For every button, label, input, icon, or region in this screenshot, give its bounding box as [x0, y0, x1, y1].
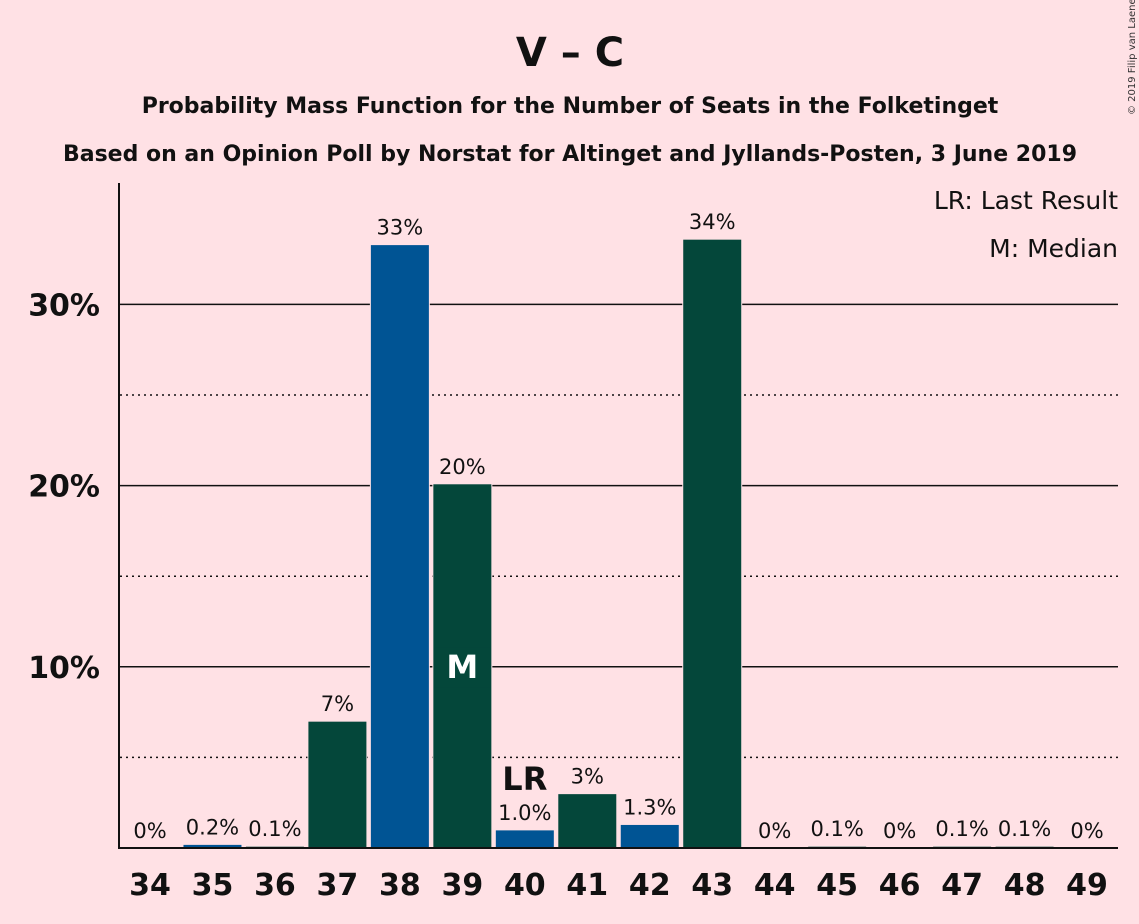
value-label-39: 20% — [439, 455, 486, 479]
value-label-43: 34% — [689, 210, 736, 234]
gridlines — [120, 303, 1118, 759]
bar-42 — [619, 823, 680, 849]
x-tick-41: 41 — [566, 868, 608, 903]
bar-38 — [369, 244, 430, 849]
median-marker: M — [446, 648, 478, 686]
last-result-marker: LR — [502, 760, 547, 798]
value-label-37: 7% — [321, 692, 354, 716]
markers: M LR — [434, 647, 547, 798]
x-tick-37: 37 — [317, 868, 359, 903]
bar-41 — [557, 793, 618, 849]
value-label-36: 0.1% — [248, 817, 301, 841]
value-labels: 0% 0.2% 0.1% 7% 33% 20% 1.0% 3% 1.3% 34% 0% 0.1% 0% 0… — [133, 210, 1103, 843]
x-tick-labels: 34 35 36 37 38 39 40 41 42 43 44 45 46 47 48 49 — [129, 868, 1108, 903]
value-label-45: 0.1% — [810, 817, 863, 841]
value-label-38: 33% — [377, 216, 424, 240]
y-tick-label: 10% — [28, 651, 100, 686]
x-tick-46: 46 — [879, 868, 921, 903]
y-tick-label: 30% — [28, 288, 100, 323]
value-label-48: 0.1% — [998, 817, 1051, 841]
value-label-42: 1.3% — [623, 795, 676, 819]
value-label-41: 3% — [571, 765, 604, 789]
x-tick-40: 40 — [504, 868, 546, 903]
bar-43 — [682, 238, 743, 849]
x-tick-43: 43 — [691, 868, 733, 903]
x-tick-39: 39 — [441, 868, 483, 903]
bar-40 — [494, 829, 555, 849]
legend-median: M: Median — [989, 234, 1118, 263]
x-tick-34: 34 — [129, 868, 171, 903]
median-marker-bg — [434, 647, 491, 688]
x-tick-36: 36 — [254, 868, 296, 903]
x-tick-47: 47 — [941, 868, 983, 903]
value-label-34: 0% — [133, 819, 166, 843]
value-label-46: 0% — [883, 819, 916, 843]
x-tick-48: 48 — [1004, 868, 1046, 903]
x-tick-45: 45 — [816, 868, 858, 903]
x-tick-42: 42 — [629, 868, 671, 903]
y-tick-label: 20% — [28, 470, 100, 505]
value-label-44: 0% — [758, 819, 791, 843]
x-tick-44: 44 — [754, 868, 796, 903]
y-tick-labels: 10% 20% 30% — [28, 288, 100, 685]
x-tick-49: 49 — [1066, 868, 1108, 903]
x-tick-35: 35 — [192, 868, 234, 903]
chart-title: V – C — [516, 30, 624, 76]
value-label-35: 0.2% — [186, 815, 239, 839]
chart-subtitle-1: Probability Mass Function for the Number… — [142, 94, 999, 119]
value-label-49: 0% — [1070, 819, 1103, 843]
legend-last-result: LR: Last Result — [934, 186, 1118, 215]
value-label-47: 0.1% — [935, 817, 988, 841]
value-label-40: 1.0% — [498, 801, 551, 825]
bar-37 — [307, 720, 368, 849]
copyright-note: © 2019 Filip van Laenen — [1127, 0, 1138, 115]
chart-subtitle-2: Based on an Opinion Poll by Norstat for … — [63, 142, 1077, 167]
x-tick-38: 38 — [379, 868, 421, 903]
